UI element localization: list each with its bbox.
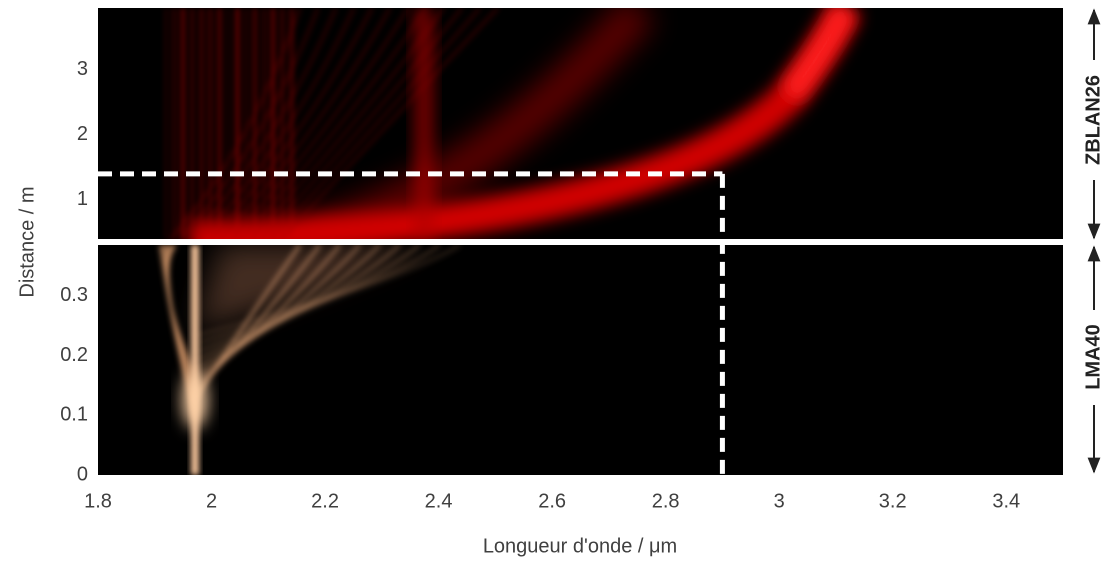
x-axis-label: Longueur d'onde / μm xyxy=(483,535,677,557)
x-tick-label: 3.4 xyxy=(992,490,1020,512)
texture xyxy=(253,8,256,240)
y-axis-label: Distance / m xyxy=(16,186,38,297)
texture xyxy=(165,245,197,373)
texture xyxy=(255,8,258,240)
y-tick-label: 1 xyxy=(77,188,88,210)
x-tick-label: 1.8 xyxy=(84,490,112,512)
texture xyxy=(173,8,176,240)
texture xyxy=(191,8,194,240)
x-tick-label: 2.8 xyxy=(652,490,680,512)
texture xyxy=(199,8,355,240)
texture xyxy=(219,8,222,240)
y-tick-label: 3 xyxy=(77,58,88,80)
texture xyxy=(209,8,373,240)
heatmap-bottom xyxy=(158,245,461,475)
x-tick-label: 3.2 xyxy=(879,490,907,512)
x-tick-label: 2.4 xyxy=(425,490,453,512)
texture xyxy=(273,8,276,240)
texture xyxy=(229,8,409,240)
texture xyxy=(237,8,240,240)
axes: 1.8 2 2.2 2.4 2.6 2.8 3 3.2 3.4 1 2 3 0 0.1 0.2 0.3 xyxy=(60,58,1020,512)
texture xyxy=(259,8,463,240)
panel-label: ZBLAN26 xyxy=(1082,75,1104,165)
texture xyxy=(219,8,391,240)
heatmap-top xyxy=(165,8,861,240)
texture xyxy=(279,8,499,240)
texture xyxy=(195,245,420,330)
texture xyxy=(169,8,301,240)
texture xyxy=(249,8,445,240)
texture xyxy=(235,8,238,240)
texture xyxy=(194,245,461,338)
texture xyxy=(245,8,248,240)
texture xyxy=(201,8,204,240)
y-tick-label: 0.2 xyxy=(60,344,88,366)
texture xyxy=(239,8,427,240)
x-tick-label: 2.6 xyxy=(538,490,566,512)
panel-label: LMA40 xyxy=(1082,324,1104,390)
texture xyxy=(199,8,202,240)
texture xyxy=(209,8,212,240)
y-tick-label: 0 xyxy=(77,463,88,485)
texture xyxy=(183,8,186,240)
texture xyxy=(269,8,481,240)
texture xyxy=(189,8,337,240)
texture xyxy=(217,8,220,240)
x-tick-label: 3 xyxy=(774,490,785,512)
panel-separator xyxy=(98,239,1063,245)
x-tick-label: 2.2 xyxy=(311,490,339,512)
texture xyxy=(181,8,184,240)
x-tick-label: 2 xyxy=(206,490,217,512)
texture xyxy=(281,8,284,240)
texture xyxy=(165,8,168,240)
y-tick-label: 0.1 xyxy=(60,404,88,426)
texture xyxy=(291,8,294,240)
y-tick-label: 2 xyxy=(77,123,88,145)
texture xyxy=(179,8,319,240)
y-tick-label: 0.3 xyxy=(60,284,88,306)
texture xyxy=(227,8,230,240)
texture xyxy=(271,8,274,240)
